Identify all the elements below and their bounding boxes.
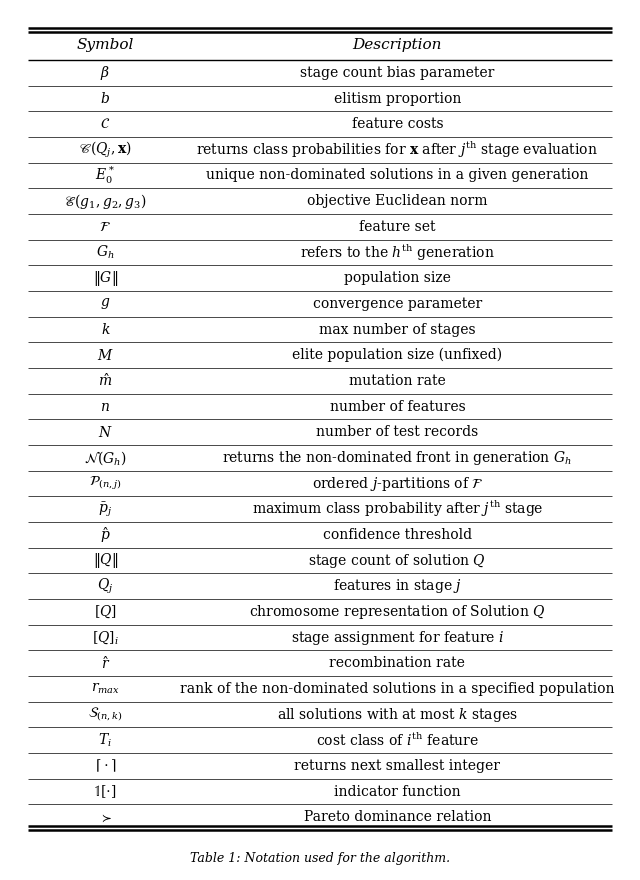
Text: ordered $j$-partitions of $\mathcal{F}$: ordered $j$-partitions of $\mathcal{F}$	[312, 474, 483, 493]
Text: Table 1: Notation used for the algorithm.: Table 1: Notation used for the algorithm…	[190, 852, 450, 864]
Text: returns the non-dominated front in generation $G_h$: returns the non-dominated front in gener…	[223, 449, 572, 466]
Text: stage count of solution $Q$: stage count of solution $Q$	[308, 552, 486, 569]
Text: stage assignment for feature $i$: stage assignment for feature $i$	[291, 628, 504, 647]
Text: population size: population size	[344, 271, 451, 285]
Text: $\hat{r}$: $\hat{r}$	[100, 655, 110, 671]
Text: $\|G\|$: $\|G\|$	[93, 268, 118, 288]
Text: $\beta$: $\beta$	[100, 64, 110, 82]
Text: $\hat{m}$: $\hat{m}$	[99, 372, 113, 389]
Text: $N$: $N$	[98, 425, 113, 440]
Text: $b$: $b$	[100, 91, 110, 106]
Text: objective Euclidean norm: objective Euclidean norm	[307, 194, 488, 209]
Text: Symbol: Symbol	[77, 38, 134, 52]
Text: refers to the $h^{\mathrm{th}}$ generation: refers to the $h^{\mathrm{th}}$ generati…	[300, 242, 495, 262]
Text: cost class of $i^{\mathrm{th}}$ feature: cost class of $i^{\mathrm{th}}$ feature	[316, 731, 479, 749]
Text: recombination rate: recombination rate	[330, 656, 465, 671]
Text: $n$: $n$	[100, 400, 110, 414]
Text: $G_h$: $G_h$	[96, 244, 115, 261]
Text: number of test records: number of test records	[316, 425, 479, 439]
Text: returns class probabilities for $\mathbf{x}$ after $j^{\mathrm{th}}$ stage evalu: returns class probabilities for $\mathbf…	[196, 140, 598, 160]
Text: $r_{max}$: $r_{max}$	[91, 682, 120, 696]
Text: $\|Q\|$: $\|Q\|$	[93, 551, 118, 570]
Text: elite population size (unfixed): elite population size (unfixed)	[292, 348, 502, 363]
Text: returns next smallest integer: returns next smallest integer	[294, 759, 500, 773]
Text: chromosome representation of Solution $Q$: chromosome representation of Solution $Q…	[249, 603, 546, 620]
Text: all solutions with at most $k$ stages: all solutions with at most $k$ stages	[277, 706, 518, 723]
Text: feature costs: feature costs	[351, 117, 443, 131]
Text: convergence parameter: convergence parameter	[313, 297, 482, 311]
Text: feature set: feature set	[359, 220, 436, 234]
Text: features in stage $j$: features in stage $j$	[333, 577, 462, 595]
Text: Pareto dominance relation: Pareto dominance relation	[303, 810, 491, 825]
Text: $T_i$: $T_i$	[99, 731, 113, 749]
Text: $g$: $g$	[100, 297, 111, 312]
Text: $\mathcal{C}$: $\mathcal{C}$	[100, 117, 111, 131]
Text: maximum class probability after $j^{\mathrm{th}}$ stage: maximum class probability after $j^{\mat…	[252, 499, 543, 519]
Text: rank of the non-dominated solutions in a specified population: rank of the non-dominated solutions in a…	[180, 682, 614, 696]
Text: $Q_j$: $Q_j$	[97, 576, 113, 596]
Text: $[Q]_i$: $[Q]_i$	[92, 629, 119, 646]
Text: $\hat{p}$: $\hat{p}$	[100, 525, 111, 545]
Text: $k$: $k$	[100, 322, 110, 337]
Text: $\mathcal{N}(G_h)$: $\mathcal{N}(G_h)$	[84, 449, 127, 466]
Text: $\mathscr{C}(Q_j, \mathbf{x})$: $\mathscr{C}(Q_j, \mathbf{x})$	[79, 140, 132, 160]
Text: stage count bias parameter: stage count bias parameter	[300, 66, 495, 80]
Text: number of features: number of features	[330, 400, 465, 414]
Text: $\lceil\cdot\rceil$: $\lceil\cdot\rceil$	[95, 758, 116, 774]
Text: $\succ$: $\succ$	[99, 810, 112, 825]
Text: indicator function: indicator function	[334, 784, 461, 798]
Text: elitism proportion: elitism proportion	[333, 92, 461, 106]
Text: confidence threshold: confidence threshold	[323, 528, 472, 542]
Text: mutation rate: mutation rate	[349, 374, 445, 388]
Text: $E_0^*$: $E_0^*$	[95, 165, 115, 187]
Text: Description: Description	[353, 38, 442, 52]
Text: $\mathscr{E}(g_1, g_2, g_3)$: $\mathscr{E}(g_1, g_2, g_3)$	[64, 192, 147, 210]
Text: $M$: $M$	[97, 348, 114, 363]
Text: max number of stages: max number of stages	[319, 322, 476, 336]
Text: unique non-dominated solutions in a given generation: unique non-dominated solutions in a give…	[206, 168, 589, 182]
Text: $\mathcal{P}_{(n,j)}$: $\mathcal{P}_{(n,j)}$	[89, 475, 122, 492]
Text: $\mathcal{F}$: $\mathcal{F}$	[99, 220, 111, 234]
Text: $\mathcal{S}_{(n,k)}$: $\mathcal{S}_{(n,k)}$	[88, 706, 123, 723]
Text: $\mathbb{1}[\cdot]$: $\mathbb{1}[\cdot]$	[93, 783, 117, 800]
Text: $\bar{p}_j$: $\bar{p}_j$	[99, 500, 113, 518]
Text: $[Q]$: $[Q]$	[94, 604, 117, 620]
